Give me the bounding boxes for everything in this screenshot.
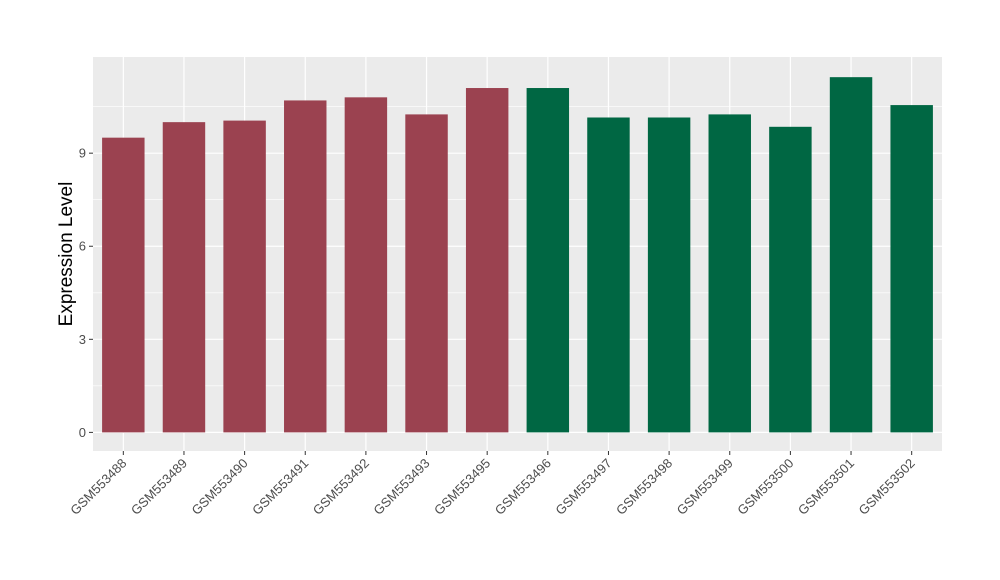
bars-group (102, 77, 933, 433)
bar-GSM553488 (102, 137, 145, 433)
bar-GSM553496 (526, 88, 570, 433)
bar-GSM553491 (284, 100, 327, 433)
x-tick-label: GSM553491 (249, 456, 311, 518)
x-tick-label: GSM553492 (310, 456, 372, 518)
y-tick-label: 6 (79, 239, 86, 254)
bar-GSM553500 (769, 126, 812, 433)
x-tick-label: GSM553498 (613, 456, 675, 518)
bar-GSM553502 (890, 105, 933, 433)
bar-GSM553501 (829, 77, 873, 433)
x-tick-label: GSM553489 (128, 456, 190, 518)
bar-GSM553497 (587, 117, 630, 433)
bar-GSM553495 (465, 88, 509, 433)
x-tick-label: GSM553497 (552, 456, 614, 518)
y-tick-label: 9 (79, 146, 86, 161)
y-tick-label: 0 (79, 425, 86, 440)
x-tick-label: GSM553501 (795, 456, 857, 518)
x-tick-label: GSM553495 (431, 456, 493, 518)
x-tick-label: GSM553499 (674, 456, 736, 518)
y-axis-title: Expression Level (56, 182, 77, 327)
bar-GSM553499 (708, 114, 751, 433)
x-tick-label: GSM553500 (734, 456, 796, 518)
x-tick-label: GSM553502 (856, 456, 918, 518)
plot-panel (93, 57, 942, 451)
bar-GSM553489 (162, 122, 206, 433)
bar-GSM553492 (344, 97, 388, 433)
x-tick-label: GSM553496 (492, 456, 554, 518)
x-tick-label: GSM553490 (189, 456, 251, 518)
x-tick-label: GSM553488 (67, 456, 129, 518)
bar-GSM553493 (405, 114, 448, 433)
x-tick-label: GSM553493 (370, 456, 432, 518)
y-axis: 0 3 6 9 (79, 146, 93, 440)
x-axis: GSM553488GSM553489GSM553490GSM553491GSM5… (67, 451, 918, 518)
bar-GSM553490 (223, 120, 266, 433)
bar-GSM553498 (647, 117, 691, 433)
y-tick-label: 3 (79, 332, 86, 347)
